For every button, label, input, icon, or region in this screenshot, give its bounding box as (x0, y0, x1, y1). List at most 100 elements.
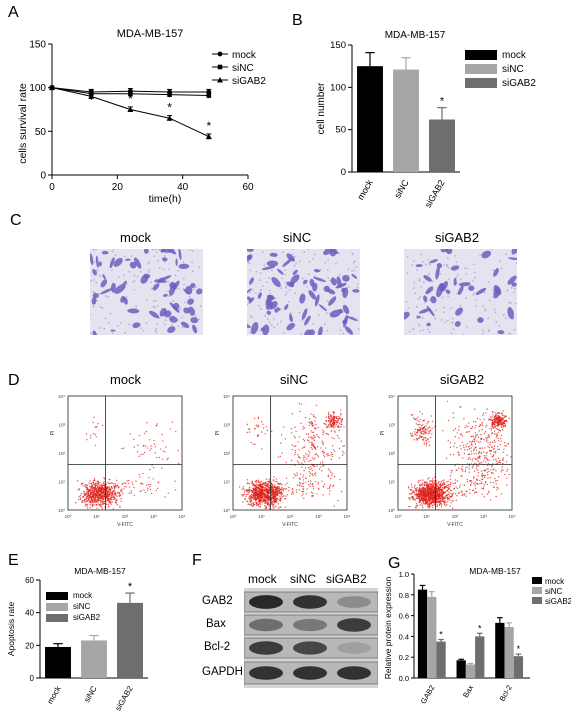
flow-dot (477, 436, 479, 439)
flow-dot (268, 496, 270, 498)
micro-pore (347, 268, 350, 271)
chart-e-ytick-label: 20 (25, 641, 34, 650)
flow-dot (476, 469, 479, 471)
micro-pore (90, 280, 92, 282)
flow-dot (329, 421, 331, 424)
micro-pore (452, 328, 455, 331)
chart-a-legend-label: siGAB2 (232, 76, 266, 87)
micro-pore (502, 314, 505, 316)
micro-pore (268, 321, 271, 324)
flow-label-mock: mock (110, 372, 142, 387)
chart-g-bar-Bax-mock (456, 660, 466, 678)
flow-dot (426, 495, 428, 497)
flow-dot (426, 506, 429, 508)
flow-dot (436, 505, 438, 508)
flow-dot (99, 493, 101, 496)
micro-cell (169, 302, 180, 313)
flow-dot (119, 494, 122, 497)
chart-a-ytick-label: 150 (29, 40, 46, 51)
flow-dot (332, 453, 334, 455)
micro-pore (492, 269, 495, 272)
flow-dot (330, 458, 332, 461)
western-blot-image (244, 588, 378, 688)
flow-dot (149, 485, 151, 488)
flow-ylabel: PI (50, 431, 56, 436)
flow-dot (256, 504, 259, 506)
micro-pore (351, 252, 354, 255)
flow-dot (441, 494, 444, 496)
flow-dot (429, 480, 431, 482)
flow-dot (154, 445, 156, 448)
flow-dot (248, 492, 250, 494)
flow-dot (441, 488, 444, 491)
flow-dot (469, 448, 471, 450)
flow-dot (87, 498, 90, 500)
flow-dot (477, 475, 479, 477)
micro-pore (153, 255, 156, 258)
micro-pore (285, 291, 288, 294)
flow-dot (444, 486, 446, 488)
flow-dot (508, 417, 510, 420)
flow-dot (499, 443, 502, 446)
flow-dot (426, 438, 429, 441)
flow-dot (496, 433, 499, 435)
flow-dot (418, 480, 420, 482)
flow-dot (328, 417, 330, 420)
micro-cell (475, 287, 487, 296)
flow-dot (421, 432, 423, 435)
flow-dot (277, 485, 280, 488)
micro-pore (482, 305, 485, 307)
chart-a-legend-marker (217, 77, 223, 83)
micro-pore (181, 326, 184, 329)
micro-pore (447, 295, 450, 298)
flow-xtick-label: 10⁰ (65, 514, 72, 519)
flow-dot (311, 457, 314, 459)
flow-dot (421, 503, 423, 505)
flow-dot (440, 506, 443, 508)
flow-dot (486, 457, 488, 459)
flow-ytick-label: 10³ (223, 423, 230, 428)
flow-dot (492, 441, 494, 443)
micro-pore (155, 331, 158, 333)
micro-pore (249, 291, 251, 294)
flow-dot (457, 429, 460, 431)
micro-pore (303, 251, 306, 254)
micro-pore (307, 249, 310, 250)
flow-dot (111, 482, 113, 484)
chart-g-bar-Bcl-2-mock (495, 622, 505, 678)
flow-dot (423, 443, 426, 445)
flow-dot (473, 453, 475, 455)
flow-dot (490, 481, 492, 484)
flow-dot (259, 506, 261, 508)
flow-ytick-label: 10⁰ (58, 508, 65, 513)
flow-dot (297, 441, 299, 443)
micro-cell (113, 258, 123, 267)
flow-xtick-label: 10⁰ (395, 514, 402, 519)
flow-dot (99, 503, 101, 506)
flow-dot (340, 426, 342, 428)
flow-dot (149, 449, 151, 452)
wb-col-sinc: siNC (290, 572, 316, 586)
flow-dot (429, 492, 431, 494)
flow-dot (441, 495, 444, 497)
flow-dot (140, 490, 143, 492)
flow-dot (96, 504, 98, 506)
flow-dot (439, 491, 442, 494)
flow-dot (426, 498, 428, 500)
flow-dot (485, 452, 488, 454)
flow-dot (248, 486, 251, 489)
micro-pore (268, 277, 271, 279)
flow-dot (261, 499, 263, 502)
micro-pore (442, 311, 445, 314)
flow-dot (141, 483, 144, 485)
flow-dot (449, 483, 452, 486)
flow-dot (337, 425, 339, 428)
micro-pore (446, 263, 449, 266)
micro-pore (472, 263, 475, 266)
flow-dot (437, 482, 440, 484)
flow-dot (474, 427, 476, 429)
micro-pore (158, 267, 161, 270)
micro-pore (408, 330, 411, 333)
flow-dot (498, 411, 500, 414)
flow-dot (493, 439, 496, 442)
